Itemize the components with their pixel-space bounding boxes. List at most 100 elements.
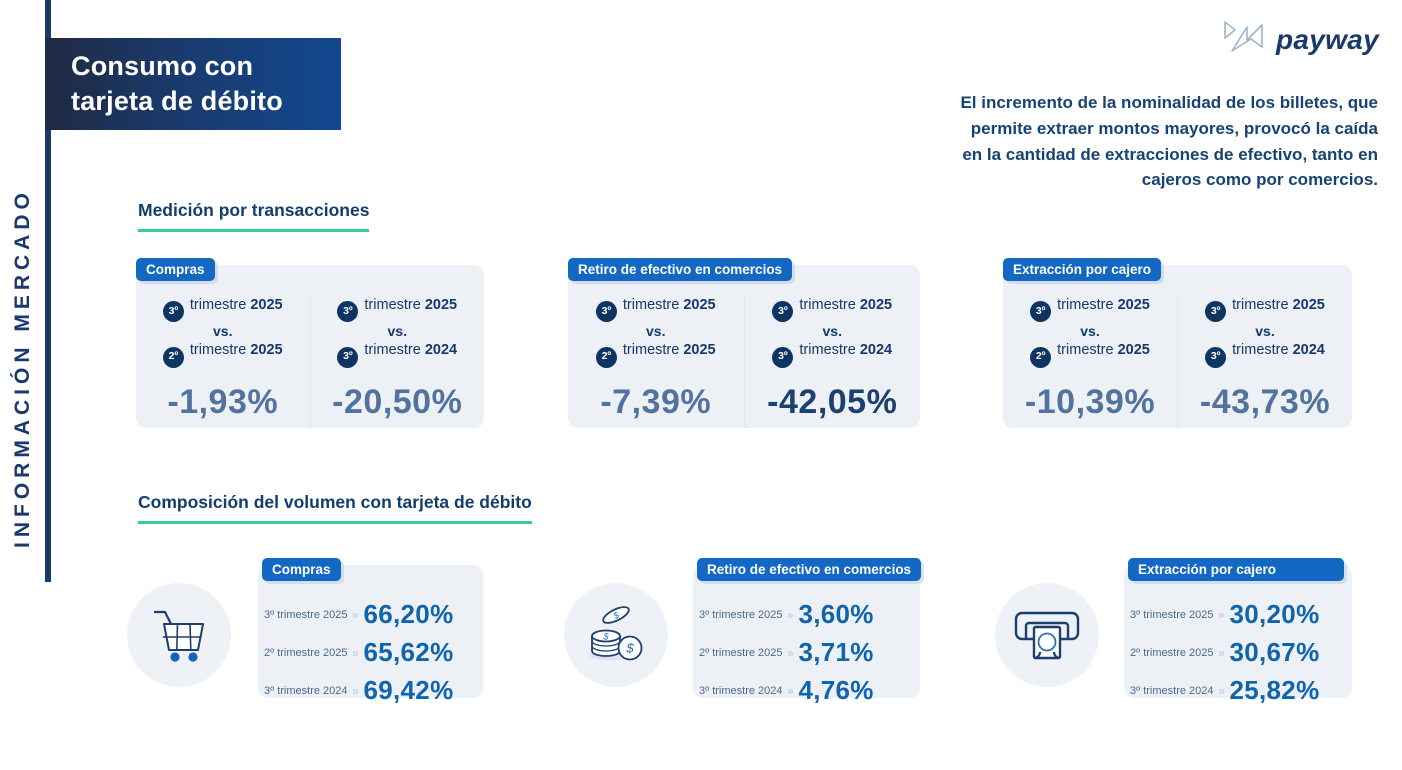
period-bottom: 2º trimestre 2025: [136, 340, 310, 368]
period-top: 3º trimestre 2025: [136, 295, 310, 323]
vs-label: vs.: [822, 323, 842, 340]
period-year: 2025: [250, 297, 283, 313]
svg-text:$: $: [611, 609, 622, 621]
coins-icon: $ $ $: [584, 602, 648, 669]
period-word: trimestre: [1057, 342, 1114, 359]
icon-circle-retiro: $ $ $: [564, 583, 668, 687]
ordinal-badge: 2º: [162, 346, 184, 368]
row-value: 30,67%: [1229, 637, 1320, 667]
left-accent-line: [45, 0, 51, 582]
period-word: trimestre: [364, 342, 421, 359]
vs-label: vs.: [1080, 323, 1100, 340]
row-value: 66,20%: [363, 599, 454, 629]
period-year: 2025: [1292, 297, 1325, 313]
period-year: 2024: [424, 342, 458, 359]
data-row: 2º trimestre 2025 » 3,71%: [699, 637, 908, 668]
period-year: 2024: [859, 342, 893, 359]
row-label: 3º trimestre 2024: [264, 684, 348, 697]
ordinal-badge: 3º: [162, 301, 184, 323]
period-bottom: 2º trimestre 2025: [1003, 340, 1177, 368]
row-label: 3º trimestre 2024: [699, 684, 783, 697]
row-label: 3º trimestre 2025: [699, 608, 783, 621]
ordinal-badge: 3º: [595, 301, 617, 323]
comparison-qoq: 3º trimestre 2025 vs. 2º trimestre 2025 -1,9…: [136, 295, 310, 428]
ordinal-badge: 3º: [772, 346, 794, 368]
kpi-value-highlighted: -42,05%: [767, 382, 898, 421]
page-title-line2: tarjeta de débito: [71, 86, 283, 116]
comparison-yoy: 3º trimestre 2025 vs. 3º trimestre 2024 -43,…: [1177, 295, 1352, 428]
ordinal-badge: 3º: [1030, 301, 1052, 323]
svg-text:$: $: [625, 640, 634, 655]
payway-logo: payway: [1222, 16, 1379, 63]
ordinal-badge: 3º: [1205, 301, 1227, 323]
comparison-yoy: 3º trimestre 2025 vs. 3º trimestre 2024 -42,…: [743, 295, 921, 428]
period-year: 2025: [859, 297, 893, 313]
row-value: 4,76%: [798, 675, 874, 705]
comparison-qoq: 3º trimestre 2025 vs. 2º trimestre 2025 -7,3…: [568, 295, 744, 428]
kpi-value: -1,93%: [167, 382, 279, 421]
chevron-right-icon: »: [352, 683, 359, 698]
period-top: 3º trimestre 2025: [745, 295, 921, 323]
chevron-right-icon: »: [787, 645, 794, 660]
card-badge: Compras: [262, 558, 341, 581]
sidebar-vertical-label: INFORMACIÓN MERCADO: [11, 188, 34, 548]
data-row: 3º trimestre 2025 » 30,20%: [1130, 599, 1340, 630]
chevron-right-icon: »: [1218, 607, 1225, 622]
period-year: 2025: [1117, 297, 1150, 313]
chevron-right-icon: »: [1218, 645, 1225, 660]
vs-label: vs.: [646, 323, 666, 340]
composition-card-retiro: Retiro de efectivo en comercios 3º trime…: [693, 558, 922, 705]
row-label: 2º trimestre 2025: [264, 646, 348, 659]
period-word: trimestre: [799, 297, 856, 313]
data-row: 3º trimestre 2025 » 3,60%: [699, 599, 908, 630]
row-value: 30,20%: [1229, 599, 1320, 629]
ordinal-badge: 3º: [772, 301, 794, 323]
data-row: 2º trimestre 2025 » 65,62%: [264, 637, 471, 668]
row-value: 69,42%: [363, 675, 454, 705]
period-top: 3º trimestre 2025: [568, 295, 744, 323]
period-word: trimestre: [622, 342, 680, 359]
row-label: 2º trimestre 2025: [1130, 646, 1214, 659]
atm-icon: [1013, 604, 1081, 667]
period-word: trimestre: [1232, 342, 1289, 359]
period-year: 2025: [250, 342, 283, 359]
card-badge: Compras: [136, 258, 215, 281]
page-title: Consumo con tarjeta de débito: [45, 38, 341, 130]
period-word: trimestre: [364, 297, 421, 313]
card-badge: Extracción por cajero: [1128, 558, 1344, 581]
period-year: 2024: [1292, 342, 1325, 359]
period-year: 2025: [683, 297, 716, 313]
kpi-card-extraccion-cajero: Extracción por cajero 3º trimestre 2025 vs…: [1003, 258, 1352, 428]
payway-logo-icon: [1222, 16, 1268, 63]
chevron-right-icon: »: [787, 607, 794, 622]
row-label: 2º trimestre 2025: [699, 646, 783, 659]
kpi-card-retiro-efectivo: Retiro de efectivo en comercios 3º trimes…: [568, 258, 921, 428]
ordinal-badge: 2º: [1030, 346, 1052, 368]
chevron-right-icon: »: [787, 683, 794, 698]
kpi-card-compras: Compras 3º trimestre 2025 vs. 2º trimestre 2…: [136, 258, 485, 428]
period-bottom: 3º trimestre 2024: [311, 340, 485, 368]
period-word: trimestre: [622, 297, 680, 313]
period-word: trimestre: [189, 342, 247, 359]
row-value: 65,62%: [363, 637, 454, 667]
chevron-right-icon: »: [352, 607, 359, 622]
comparison-qoq: 3º trimestre 2025 vs. 2º trimestre 2025 -10,…: [1003, 295, 1177, 428]
section-heading-composition: Composición del volumen con tarjeta de d…: [138, 492, 532, 524]
period-year: 2025: [424, 297, 458, 313]
period-bottom: 3º trimestre 2024: [1178, 340, 1352, 368]
svg-text:$: $: [602, 631, 609, 641]
kpi-value: -20,50%: [332, 382, 463, 421]
period-word: trimestre: [189, 297, 247, 313]
ordinal-badge: 3º: [337, 346, 359, 368]
vs-label: vs.: [1255, 323, 1275, 340]
kpi-value: -10,39%: [1024, 382, 1156, 421]
period-year: 2025: [1117, 342, 1150, 359]
icon-circle-extraccion: [995, 583, 1099, 687]
data-row: 3º trimestre 2025 » 66,20%: [264, 599, 471, 630]
row-label: 3º trimestre 2025: [1130, 608, 1214, 621]
ordinal-badge: 3º: [1205, 346, 1227, 368]
row-value: 25,82%: [1229, 675, 1320, 705]
period-word: trimestre: [1232, 297, 1289, 313]
period-top: 3º trimestre 2025: [1178, 295, 1352, 323]
composition-card-extraccion: Extracción por cajero 3º trimestre 2025 …: [1124, 558, 1352, 705]
